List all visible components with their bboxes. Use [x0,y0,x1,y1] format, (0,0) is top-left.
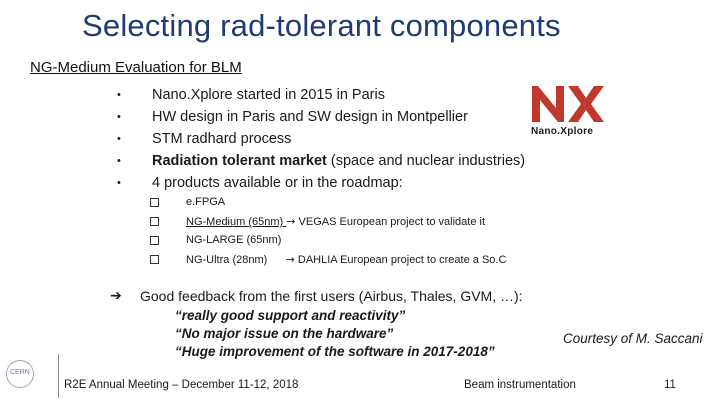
feedback-quote: “Huge improvement of the software in 201… [175,344,495,359]
bullet-marker: • [117,177,121,189]
cern-logo-text: CERN [10,369,30,376]
feedback-intro: Good feedback from the first users (Airb… [140,288,523,304]
bullet-text: HW design in Paris and SW design in Mont… [152,109,468,125]
checkbox-bullet-icon [150,217,159,226]
nanoxplore-logo-icon [532,86,604,122]
courtesy-note: Courtesy of M. Saccani [563,331,703,346]
sub-bullet-text: NG-Ultra (28nm) → DAHLIA European projec… [186,253,506,266]
bullet-text: Nano.Xplore started in 2015 in Paris [152,87,385,103]
right-arrow-icon: → [286,215,296,228]
sub-bullet-text-tail: DAHLIA European project to create a So.C [294,254,507,266]
sub-bullet-text-rest: VEGAS European project to validate it [295,216,486,228]
checkbox-bullet-icon [150,236,159,245]
bullet-text-rest: (space and nuclear industries) [326,153,526,169]
checkbox-bullet-icon [150,255,159,264]
sub-bullet-underlined: NG-Medium (65nm) [186,216,287,228]
arrow-bullet-icon: ➔ [110,288,122,304]
feedback-quote: “really good support and reactivity” [175,308,406,323]
sub-bullet-text: NG-LARGE (65nm) [186,234,282,246]
footer-divider [58,354,59,398]
checkbox-bullet-icon [150,198,159,207]
sub-bullet-text: e.FPGA [186,196,226,208]
page-number: 11 [664,379,676,391]
footer-group: Beam instrumentation [464,379,576,391]
sub-bullet-text-head: NG-Ultra (28nm) [186,254,286,266]
logo-wordmark: Nano.Xplore [531,126,594,137]
sub-bullet-text: NG-Medium (65nm) → VEGAS European projec… [186,215,485,228]
bullet-marker: • [117,155,121,167]
bullet-marker: • [117,111,121,123]
slide-subtitle: NG-Medium Evaluation for BLM [30,59,242,76]
bullet-marker: • [117,89,121,101]
cern-logo-icon: CERN [6,360,34,388]
bullet-marker: • [117,133,121,145]
bullet-strong-text: Radiation tolerant market [152,153,327,169]
slide-title: Selecting rad-tolerant components [82,8,561,43]
feedback-quote: “No major issue on the hardware” [175,326,394,341]
bullet-text: Radiation tolerant market (space and nuc… [152,153,525,169]
bullet-text: STM radhard process [152,131,292,147]
bullet-text: 4 products available or in the roadmap: [152,175,403,191]
footer-meeting: R2E Annual Meeting – December 11-12, 201… [64,379,299,391]
right-arrow-icon: → [285,253,295,266]
